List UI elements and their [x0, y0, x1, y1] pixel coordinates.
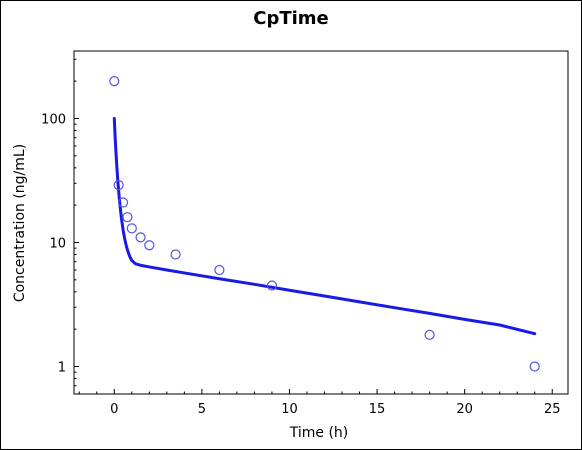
chart-title: CpTime	[253, 8, 329, 29]
data-point	[424, 329, 435, 340]
data-point	[266, 280, 278, 291]
y-tick-label: 100	[41, 112, 66, 127]
y-tick-label: 10	[49, 236, 66, 251]
data-point	[109, 76, 120, 87]
data-point	[117, 197, 129, 208]
data-point	[135, 232, 146, 243]
x-tick-label: 10	[281, 402, 298, 417]
x-tick-label: 0	[110, 402, 118, 417]
data-point	[529, 361, 540, 372]
y-axis-label: Concentration (ng/mL)	[12, 144, 28, 302]
data-point	[122, 212, 133, 223]
data-point	[214, 264, 225, 276]
fit-line	[112, 116, 537, 336]
data-point	[113, 180, 124, 191]
data-point	[126, 223, 137, 234]
plot-area	[73, 50, 569, 395]
data-point	[144, 240, 155, 251]
data-point	[170, 249, 181, 260]
x-axis-label: Time (h)	[289, 425, 349, 441]
x-tick-label: 5	[198, 402, 206, 417]
y-tick-label: 1	[58, 360, 66, 375]
x-tick-label: 20	[456, 402, 473, 417]
x-tick-label: 25	[544, 402, 561, 417]
x-tick-label: 15	[369, 402, 386, 417]
